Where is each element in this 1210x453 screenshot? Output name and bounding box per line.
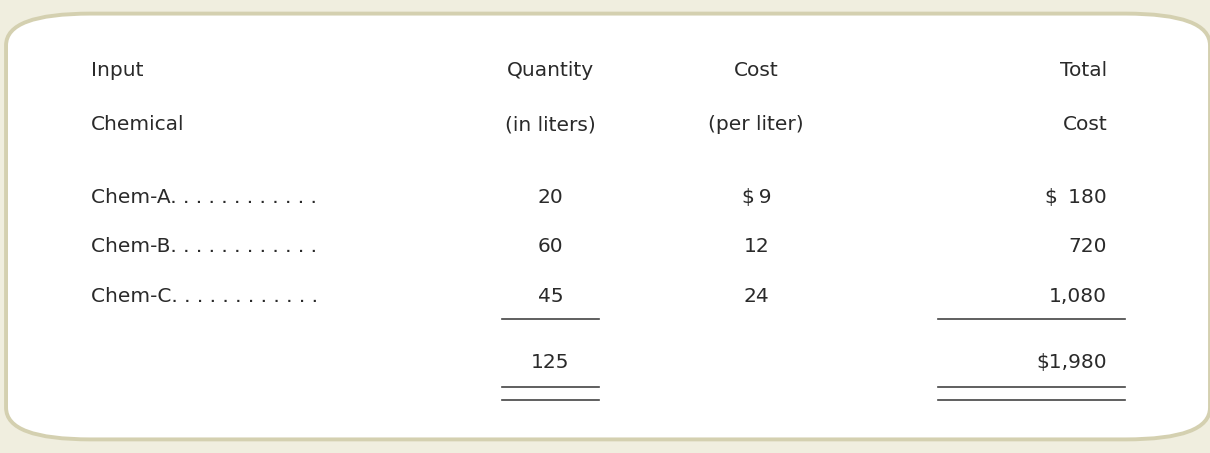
Text: (per liter): (per liter) [708,115,805,134]
Text: 60: 60 [537,237,564,256]
Text: 24: 24 [743,287,770,306]
Text: Quantity: Quantity [507,61,594,80]
Text: (in liters): (in liters) [506,115,597,134]
FancyBboxPatch shape [6,14,1210,439]
Text: Cost: Cost [734,61,778,80]
Text: 720: 720 [1068,237,1107,256]
Text: Chem-C. . . . . . . . . . . .: Chem-C. . . . . . . . . . . . [91,287,318,306]
Text: Cost: Cost [1062,115,1107,134]
Text: $ 9: $ 9 [742,188,771,207]
Text: 20: 20 [537,188,564,207]
Text: 45: 45 [537,287,564,306]
Text: 125: 125 [531,353,570,372]
Text: Chem-A. . . . . . . . . . . .: Chem-A. . . . . . . . . . . . [91,188,317,207]
Text: Total: Total [1060,61,1107,80]
Text: $1,980: $1,980 [1037,353,1107,372]
Text: 1,080: 1,080 [1049,287,1107,306]
Text: Chem-B. . . . . . . . . . . .: Chem-B. . . . . . . . . . . . [91,237,317,256]
Text: 12: 12 [743,237,770,256]
Text: Input: Input [91,61,143,80]
Text: Chemical: Chemical [91,115,184,134]
Text: $  180: $ 180 [1045,188,1107,207]
